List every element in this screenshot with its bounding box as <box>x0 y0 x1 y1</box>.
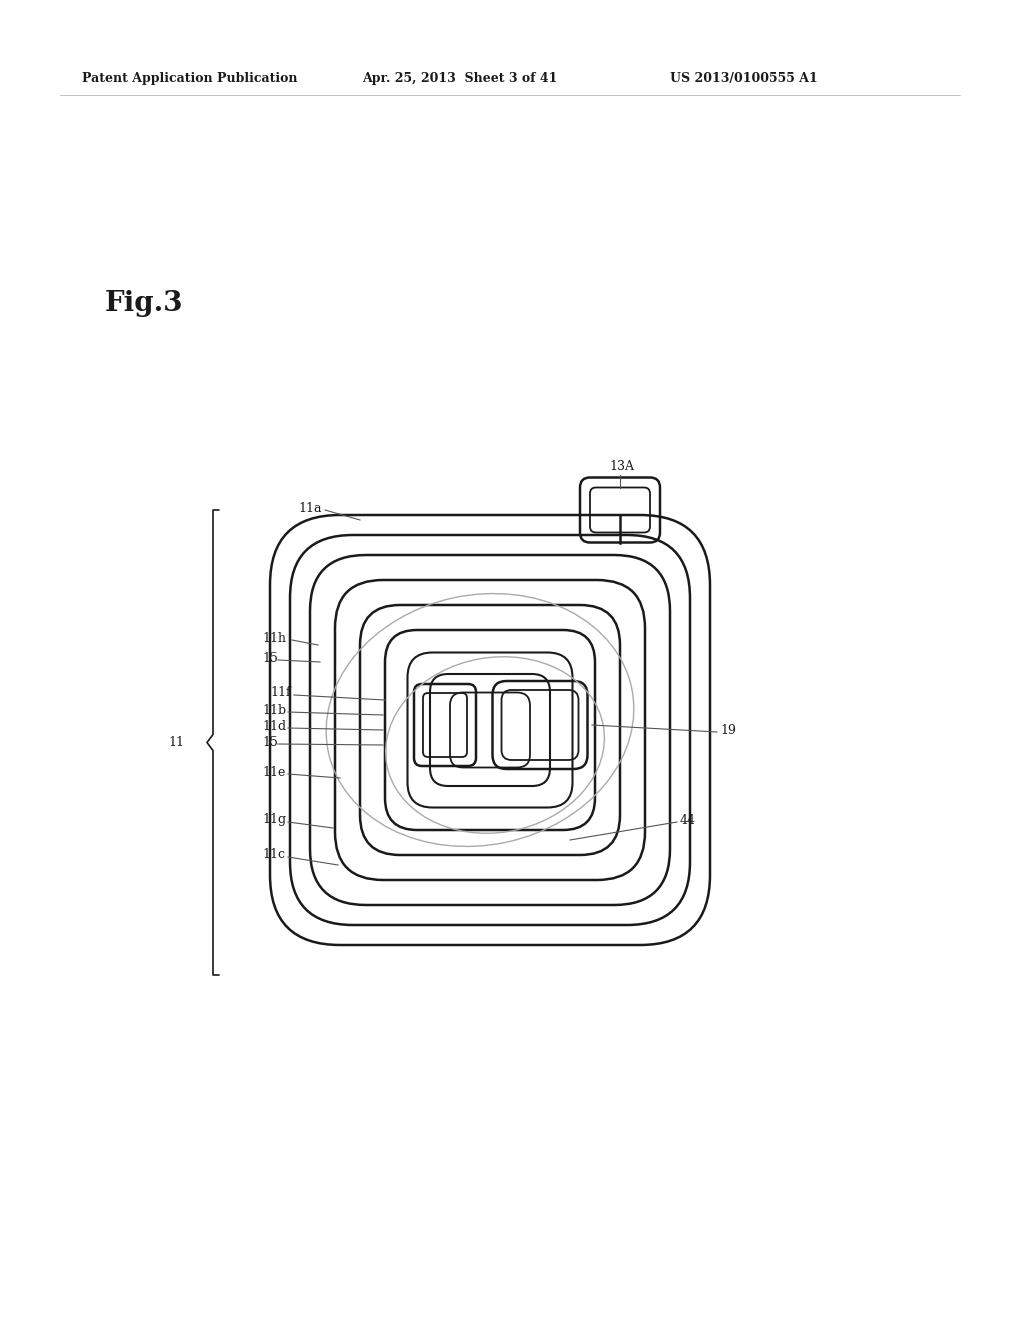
Text: 15: 15 <box>262 652 278 664</box>
Text: 11b: 11b <box>262 704 286 717</box>
Text: 44: 44 <box>680 813 696 826</box>
Text: 11: 11 <box>168 737 184 748</box>
Text: Apr. 25, 2013  Sheet 3 of 41: Apr. 25, 2013 Sheet 3 of 41 <box>362 73 557 84</box>
Text: 11a: 11a <box>298 502 322 515</box>
Text: 11e: 11e <box>262 766 286 779</box>
Text: 11c: 11c <box>262 849 285 862</box>
Text: 19: 19 <box>720 723 736 737</box>
Text: 15: 15 <box>262 735 278 748</box>
Text: Fig.3: Fig.3 <box>105 290 183 317</box>
Text: Patent Application Publication: Patent Application Publication <box>82 73 298 84</box>
Text: 11f: 11f <box>270 686 291 700</box>
Text: US 2013/0100555 A1: US 2013/0100555 A1 <box>670 73 818 84</box>
Text: 11d: 11d <box>262 719 286 733</box>
Text: 11g: 11g <box>262 813 286 826</box>
Text: 13A: 13A <box>609 461 635 474</box>
Text: 11h: 11h <box>262 631 286 644</box>
